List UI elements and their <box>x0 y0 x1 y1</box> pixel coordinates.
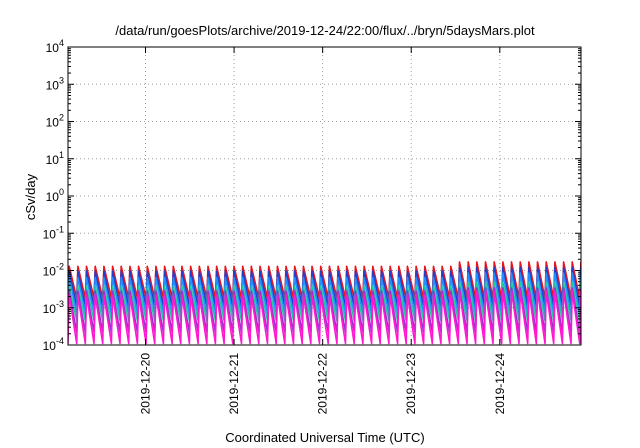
y-tick-exponent: 4 <box>59 38 64 48</box>
y-axis-label: cSv/day <box>23 173 38 220</box>
y-tick-exponent: 1 <box>59 150 64 160</box>
y-tick-exponent: -4 <box>56 336 64 346</box>
y-tick-base: 10 <box>43 227 57 241</box>
chart-title: /data/run/goesPlots/archive/2019-12-24/2… <box>115 23 535 38</box>
y-tick-base: 10 <box>46 41 60 55</box>
x-tick-label: 2019-12-21 <box>227 353 241 415</box>
y-tick-base: 10 <box>43 339 57 353</box>
y-tick-base: 10 <box>46 116 60 130</box>
y-tick-exponent: -2 <box>56 262 64 272</box>
y-tick-label: 102 <box>46 113 64 130</box>
y-tick-label: 101 <box>46 150 64 167</box>
plot-frame <box>67 46 582 346</box>
x-axis-label: Coordinated Universal Time (UTC) <box>225 430 424 445</box>
y-tick-label: 10-2 <box>43 262 64 279</box>
series-layer <box>68 261 581 345</box>
y-tick-exponent: -3 <box>56 299 64 309</box>
y-tick-label: 103 <box>46 75 64 92</box>
x-tick-label: 2019-12-20 <box>139 353 153 415</box>
y-tick-label: 10-1 <box>43 224 64 241</box>
y-tick-exponent: 0 <box>59 187 64 197</box>
series-line-6 <box>68 290 581 345</box>
y-tick-exponent: -1 <box>56 224 64 234</box>
y-tick-base: 10 <box>46 190 60 204</box>
x-tick-label: 2019-12-24 <box>493 353 507 415</box>
y-tick-base: 10 <box>43 302 57 316</box>
y-tick-base: 10 <box>46 153 60 167</box>
y-tick-label: 104 <box>46 38 64 55</box>
axes-layer: 10-410-310-210-11001011021031042019-12-2… <box>43 38 582 415</box>
y-tick-exponent: 2 <box>59 113 64 123</box>
y-tick-base: 10 <box>46 78 60 92</box>
y-tick-label: 10-4 <box>43 336 64 353</box>
y-tick-label: 10-3 <box>43 299 64 316</box>
x-tick-label: 2019-12-23 <box>404 353 418 415</box>
y-tick-label: 100 <box>46 187 64 204</box>
x-tick-label: 2019-12-22 <box>316 353 330 415</box>
y-tick-exponent: 3 <box>59 75 64 85</box>
y-tick-base: 10 <box>43 265 57 279</box>
